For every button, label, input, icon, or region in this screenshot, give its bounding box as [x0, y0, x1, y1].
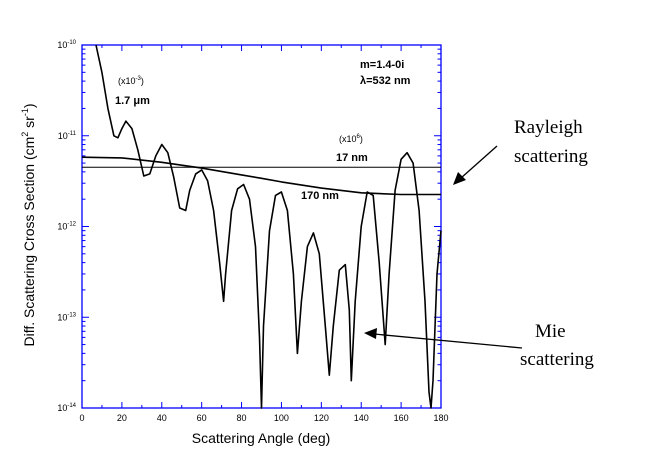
y-tick-label: 10-14	[57, 403, 76, 413]
x-tick-label: 100	[274, 413, 289, 423]
mid-size-label: 170 nm	[301, 190, 339, 202]
rayleigh-factor-base: (x10	[339, 134, 357, 144]
rayleigh-factor-label: (x106)	[339, 134, 363, 144]
mie-factor-exp: -3	[136, 76, 142, 82]
rayleigh-size-label: 17 nm	[336, 152, 368, 164]
y-tick-label: 10-10	[57, 40, 76, 50]
x-tick-label: 0	[79, 413, 84, 423]
x-tick-label: 180	[433, 413, 448, 423]
series-line-3	[95, 44, 442, 409]
param-m: m=1.4-0i	[360, 59, 404, 71]
x-tick-label: 40	[157, 413, 167, 423]
x-tick-label: 120	[314, 413, 329, 423]
y-axis-title-sup2: -1	[20, 108, 30, 116]
param-lambda: λ=532 nm	[360, 75, 411, 87]
rayleigh-callout-line2: scattering	[514, 146, 588, 167]
x-tick-label: 80	[237, 413, 247, 423]
x-tick-label: 60	[197, 413, 207, 423]
mie-callout-line2: scattering	[520, 349, 594, 370]
series-layer	[81, 44, 442, 409]
mie-factor-base: (x10	[118, 76, 136, 86]
y-axis-title-sup1: 2	[20, 132, 30, 137]
rayleigh-factor-end: )	[360, 134, 363, 144]
series-line-2	[81, 156, 441, 196]
rayleigh-arrow-line	[460, 145, 498, 179]
x-axis-title: Scattering Angle (deg)	[192, 430, 331, 446]
y-tick-label: 10-12	[57, 222, 76, 232]
mie-callout-line1: Mie	[535, 321, 566, 342]
mie-factor-end: )	[141, 76, 144, 86]
x-tick-label: 20	[117, 413, 127, 423]
mie-arrow-line	[373, 333, 523, 349]
mie-size-label: 1.7 μm	[115, 95, 150, 107]
rayleigh-arrow-head	[453, 172, 466, 185]
y-axis-title: Diff. Scattering Cross Section (cm2 sr-1…	[20, 103, 37, 346]
x-tick-label: 160	[394, 413, 409, 423]
rayleigh-callout-line1: Rayleigh	[514, 117, 583, 138]
y-tick-label: 10-13	[57, 312, 76, 322]
mie-factor-label: (x10-3)	[118, 76, 144, 86]
y-axis-title-main: Diff. Scattering Cross Section (cm	[21, 137, 37, 347]
y-axis-title-mid: sr	[21, 116, 37, 132]
mie-arrow-head	[364, 328, 377, 339]
y-tick-label: 10-11	[58, 131, 77, 141]
y-axis-title-end: )	[21, 103, 37, 108]
rayleigh-factor-exp: 6	[357, 134, 361, 140]
x-tick-label: 140	[354, 413, 369, 423]
